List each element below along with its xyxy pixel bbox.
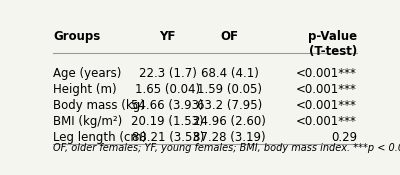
Text: <0.001***: <0.001*** <box>296 115 357 128</box>
Text: 87.28 (3.19): 87.28 (3.19) <box>194 131 266 145</box>
Text: OF: OF <box>221 30 239 43</box>
Text: Age (years): Age (years) <box>53 67 122 80</box>
Text: 63.2 (7.95): 63.2 (7.95) <box>197 99 262 112</box>
Text: 24.96 (2.60): 24.96 (2.60) <box>193 115 266 128</box>
Text: 22.3 (1.7): 22.3 (1.7) <box>139 67 197 80</box>
Text: <0.001***: <0.001*** <box>296 83 357 96</box>
Text: 54.66 (3.93): 54.66 (3.93) <box>132 99 204 112</box>
Text: OF, older females; YF, young females; BMI, body mass index. ***p < 0.001.: OF, older females; YF, young females; BM… <box>53 143 400 153</box>
Text: <0.001***: <0.001*** <box>296 67 357 80</box>
Text: p-Value
(T-test): p-Value (T-test) <box>308 30 357 58</box>
Text: 68.4 (4.1): 68.4 (4.1) <box>201 67 259 80</box>
Text: 0.29: 0.29 <box>331 131 357 145</box>
Text: Body mass (kg): Body mass (kg) <box>53 99 145 112</box>
Text: Groups: Groups <box>53 30 100 43</box>
Text: 1.65 (0.04): 1.65 (0.04) <box>135 83 200 96</box>
Text: BMI (kg/m²): BMI (kg/m²) <box>53 115 122 128</box>
Text: 1.59 (0.05): 1.59 (0.05) <box>197 83 262 96</box>
Text: Leg length (cm): Leg length (cm) <box>53 131 146 145</box>
Text: <0.001***: <0.001*** <box>296 99 357 112</box>
Text: YF: YF <box>160 30 176 43</box>
Text: 88.21 (3.53): 88.21 (3.53) <box>132 131 204 145</box>
Text: 20.19 (1.53): 20.19 (1.53) <box>132 115 204 128</box>
Text: Height (m): Height (m) <box>53 83 117 96</box>
